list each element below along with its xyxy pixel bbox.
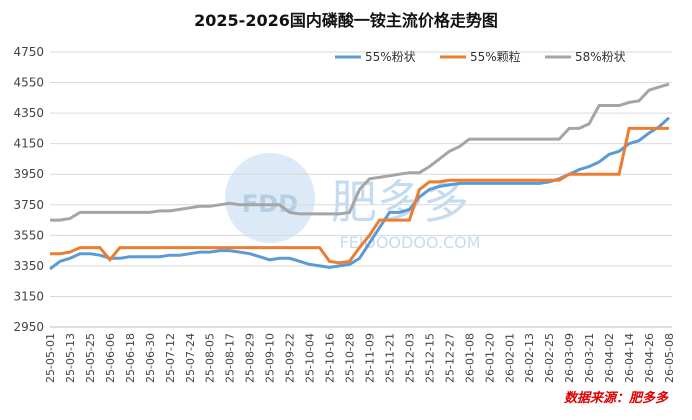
- y-tick-label: 3150: [13, 289, 44, 303]
- x-tick-label: 25-09-22: [284, 333, 297, 383]
- x-tick-label: 25-07-24: [184, 333, 197, 383]
- x-tick-label: 26-01-20: [483, 333, 496, 383]
- x-tick-label: 25-08-05: [204, 333, 217, 383]
- watermark-logo: [225, 153, 315, 243]
- x-tick-label: 25-05-25: [84, 333, 97, 383]
- x-tick-label: 25-11-21: [383, 333, 396, 383]
- legend-label: 55%颗粒: [470, 49, 521, 64]
- watermark-site: FEIDOODOO.COM: [339, 233, 480, 252]
- y-tick-label: 3950: [13, 167, 44, 181]
- x-tick-label: 26-04-02: [603, 333, 616, 383]
- series-line: [50, 82, 670, 222]
- y-tick-label: 4350: [13, 106, 44, 120]
- x-tick-label: 25-06-18: [124, 333, 137, 383]
- x-tick-label: 25-12-15: [423, 333, 436, 383]
- x-tick-label: 26-01-08: [463, 333, 476, 383]
- chart-title: 2025-2026国内磷酸一铵主流价格走势图: [194, 11, 498, 30]
- y-tick-label: 4150: [13, 137, 44, 151]
- x-tick-label: 26-03-09: [563, 333, 576, 383]
- x-tick-label: 26-05-08: [663, 333, 676, 383]
- x-tick-label: 25-10-04: [304, 333, 317, 383]
- x-tick-label: 25-07-12: [164, 333, 177, 383]
- x-tick-label: 25-08-29: [244, 333, 257, 383]
- x-tick-label: 25-09-10: [264, 333, 277, 383]
- x-tick-label: 26-03-21: [583, 333, 596, 383]
- source-note: 数据来源：肥多多: [564, 390, 669, 406]
- x-tick-label: 26-04-26: [643, 333, 656, 383]
- y-tick-label: 4750: [13, 45, 44, 59]
- x-tick-label: 25-10-28: [344, 333, 357, 383]
- x-tick-label: 25-05-13: [64, 333, 77, 383]
- x-tick-label: 26-02-13: [523, 333, 536, 383]
- x-tick-label: 25-06-06: [104, 333, 117, 383]
- legend-label: 58%粉状: [575, 50, 626, 64]
- x-tick-label: 25-06-30: [144, 333, 157, 383]
- x-tick-label: 25-11-09: [363, 333, 376, 383]
- x-tick-label: 26-02-25: [543, 333, 556, 383]
- y-tick-label: 3750: [13, 198, 44, 212]
- y-tick-label: 3550: [13, 228, 44, 242]
- x-tick-label: 26-02-01: [503, 333, 516, 383]
- legend-label: 55%粉状: [365, 50, 416, 64]
- x-tick-label: 25-12-27: [443, 333, 456, 383]
- series-line: [50, 126, 669, 265]
- x-tick-label: 25-05-01: [44, 333, 57, 383]
- x-tick-label: 25-08-17: [224, 333, 237, 383]
- x-tick-label: 26-04-14: [623, 333, 636, 383]
- y-tick-label: 3350: [13, 259, 44, 273]
- y-tick-label: 4550: [13, 76, 44, 90]
- y-tick-label: 2950: [13, 320, 44, 334]
- x-tick-label: 25-10-16: [324, 333, 337, 383]
- x-tick-label: 25-12-03: [403, 333, 416, 383]
